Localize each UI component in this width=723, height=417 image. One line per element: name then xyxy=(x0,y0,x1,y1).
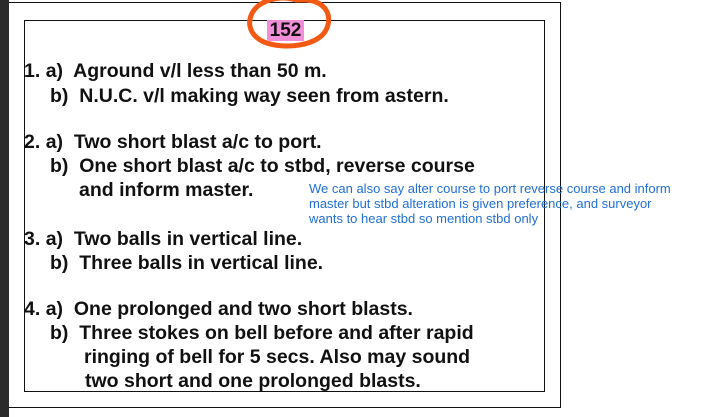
answer-text: One prolonged and two short blasts. xyxy=(73,298,413,320)
answer-4-b-continuation: ringing of bell for 5 secs. Also may sou… xyxy=(84,346,471,368)
answer-4-b-line: b) Three stokes on bell before and after… xyxy=(50,321,474,345)
answer-1-b-line: b) N.U.C. v/l making way seen from aster… xyxy=(50,84,449,108)
answer-4-b-continuation: two short and one prolonged blasts. xyxy=(85,370,421,392)
part-label: a) xyxy=(45,228,64,250)
part-label: a) xyxy=(45,298,64,320)
answer-2-b-continuation: and inform master. xyxy=(79,179,254,201)
handwritten-circle-mark xyxy=(247,0,332,49)
answer-text: Three balls in vertical line. xyxy=(79,252,324,274)
annotation-note: We can also say alter course to port rev… xyxy=(309,181,719,226)
part-label: a) xyxy=(45,60,64,82)
answer-text: Aground v/l less than 50 m. xyxy=(73,60,327,82)
annotation-line: We can also say alter course to port rev… xyxy=(309,181,671,196)
part-label: b) xyxy=(50,155,69,177)
answer-4-a-line: 4. a) One prolonged and two short blasts… xyxy=(24,297,413,321)
answer-1-a-line: 1. a) Aground v/l less than 50 m. xyxy=(24,59,327,83)
answer-text: Two short blast a/c to port. xyxy=(73,131,322,153)
left-border-bar xyxy=(0,0,9,417)
answer-text: One short blast a/c to stbd, reverse cou… xyxy=(79,155,475,177)
part-label: b) xyxy=(50,85,69,107)
answer-2-b-line: b) One short blast a/c to stbd, reverse … xyxy=(50,154,475,178)
part-label: b) xyxy=(50,322,69,344)
answer-number: 4. xyxy=(24,298,41,320)
answer-3-b-line: b) Three balls in vertical line. xyxy=(50,251,323,275)
answer-3-a-line: 3. a) Two balls in vertical line. xyxy=(24,227,302,251)
annotation-line: master but stbd alteration is given pref… xyxy=(309,196,652,211)
annotation-line: wants to hear stbd so mention stbd only xyxy=(309,211,539,226)
answer-number: 1. xyxy=(24,60,41,82)
answer-2-a-line: 2. a) Two short blast a/c to port. xyxy=(24,130,322,154)
part-label: b) xyxy=(50,252,69,274)
answer-text: Two balls in vertical line. xyxy=(73,228,303,250)
page-number-badge: 152 xyxy=(267,20,304,41)
answer-text: Three stokes on bell before and after ra… xyxy=(79,322,474,344)
part-label: a) xyxy=(45,131,64,153)
answer-number: 3. xyxy=(24,228,41,250)
page-edge xyxy=(9,2,561,408)
answer-text: N.U.C. v/l making way seen from astern. xyxy=(79,85,449,107)
answer-number: 2. xyxy=(24,131,41,153)
